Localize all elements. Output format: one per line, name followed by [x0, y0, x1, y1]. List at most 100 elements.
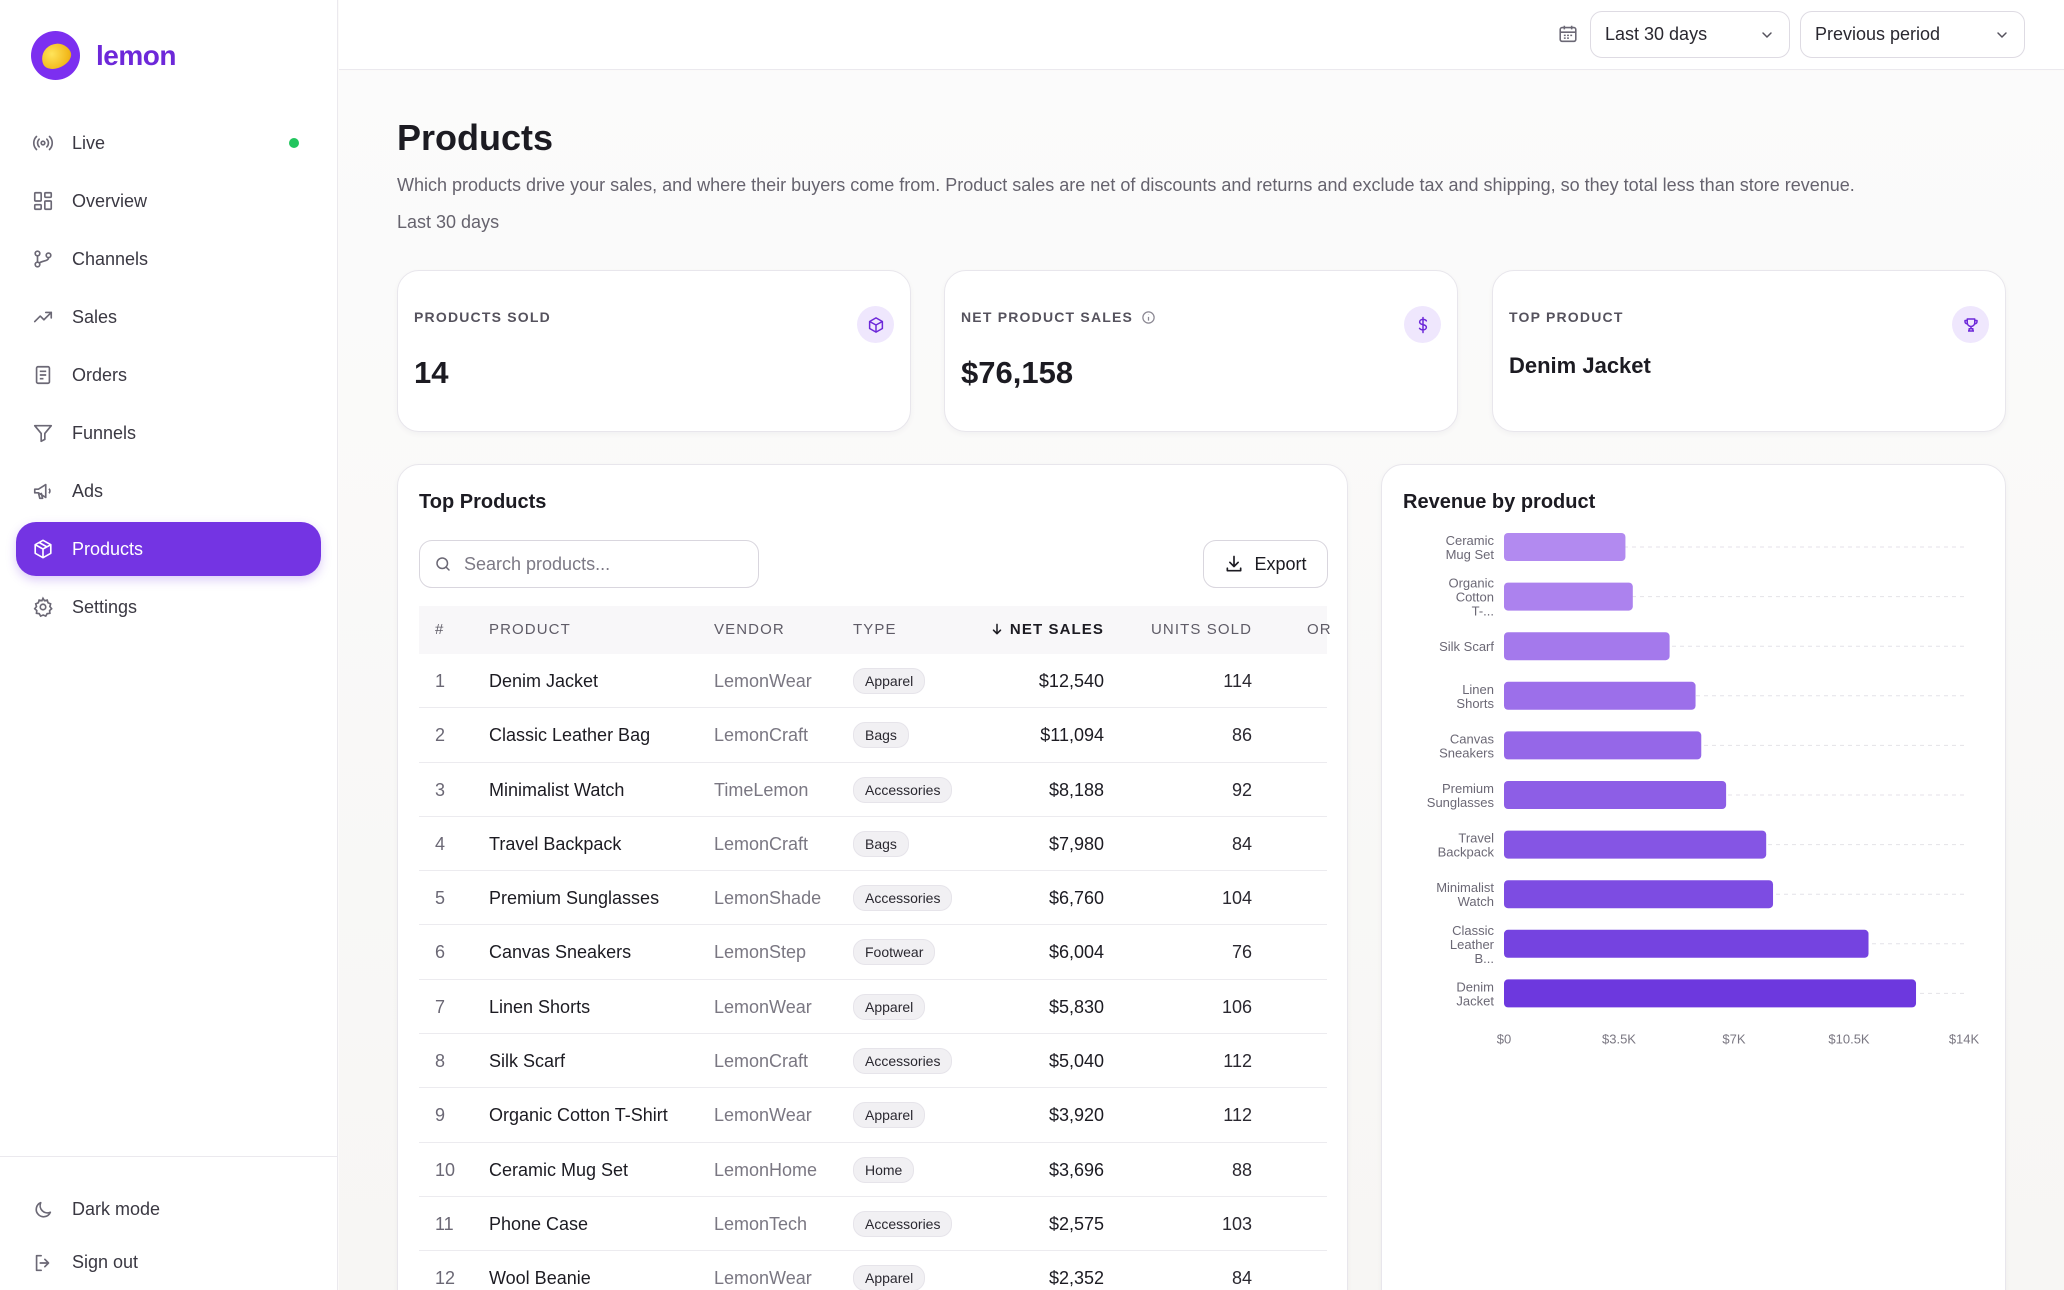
sidebar-item-products[interactable]: Products: [16, 522, 321, 576]
row-vendor: LemonStep: [714, 942, 807, 963]
bar[interactable]: [1504, 533, 1626, 561]
table-row[interactable]: 9 Organic Cotton T-Shirt LemonWear Apparel $…: [419, 1088, 1327, 1143]
column-header-product[interactable]: PRODUCT: [489, 621, 571, 638]
category-label: Silk Scarf: [1439, 639, 1494, 654]
sidebar-item-funnels[interactable]: Funnels: [16, 406, 321, 460]
calendar-icon: [1557, 23, 1579, 45]
sidebar-item-live[interactable]: Live: [16, 116, 321, 170]
table-row[interactable]: 2 Classic Leather Bag LemonCraft Bags $11,09…: [419, 708, 1327, 763]
page-range-label: Last 30 days: [397, 212, 500, 232]
top-bar: Last 30 days Previous period: [339, 0, 2064, 70]
row-net-sales: $3,696: [1048, 1159, 1104, 1180]
dark-mode-toggle[interactable]: Dark mode: [32, 1183, 338, 1236]
sidebar-item-label: Orders: [72, 364, 128, 385]
table-row[interactable]: 6 Canvas Sneakers LemonStep Footwear $6,004 7…: [419, 925, 1327, 980]
sidebar-item-settings[interactable]: Settings: [16, 580, 321, 634]
category-label: Linen Shorts: [1456, 682, 1494, 711]
date-range-select[interactable]: Last 30 days: [1590, 11, 1790, 58]
row-net-sales: $3,920: [1048, 1105, 1104, 1126]
column-header-orders[interactable]: OR: [1307, 621, 1332, 638]
row-product: Wool Beanie: [489, 1268, 591, 1289]
row-product: Denim Jacket: [489, 671, 599, 691]
sidebar-item-label: Overview: [72, 190, 148, 211]
bar[interactable]: [1504, 929, 1869, 958]
dark-mode-label: Dark mode: [72, 1199, 161, 1219]
row-type-badge: Apparel: [853, 993, 926, 1020]
page-title: Products: [397, 117, 554, 158]
column-header-units-sold[interactable]: UNITS SOLD: [1150, 621, 1252, 638]
row-product: Premium Sunglasses: [489, 888, 660, 909]
table-row[interactable]: 5 Premium Sunglasses LemonShade Accessories…: [419, 871, 1327, 926]
row-product: Phone Case: [489, 1213, 589, 1234]
sign-out-label: Sign out: [72, 1252, 139, 1272]
column-header-vendor[interactable]: VENDOR: [714, 621, 785, 638]
bar[interactable]: [1504, 582, 1633, 611]
column-header-type[interactable]: TYPE: [853, 621, 897, 638]
megaphone-icon: [32, 480, 54, 502]
row-units-sold: 114: [1223, 671, 1252, 691]
row-net-sales: $6,760: [1048, 888, 1104, 909]
bar[interactable]: [1504, 979, 1917, 1008]
bar[interactable]: [1504, 681, 1696, 710]
row-type-badge: Apparel: [853, 668, 926, 694]
kpi-label: NET PRODUCT SALES: [961, 309, 1156, 325]
row-type-badge: Accessories: [853, 885, 953, 912]
bar[interactable]: [1504, 632, 1670, 661]
bar[interactable]: [1504, 731, 1702, 760]
sidebar-item-label: Funnels: [72, 422, 137, 443]
table-row[interactable]: 3 Minimalist Watch TimeLemon Accessories $8,…: [419, 763, 1327, 817]
sidebar-item-overview[interactable]: Overview: [16, 174, 321, 228]
sidebar-item-orders[interactable]: Orders: [16, 348, 321, 402]
x-tick-label: $7K: [1722, 1031, 1745, 1046]
sidebar-item-channels[interactable]: Channels: [16, 232, 321, 286]
sort-desc-icon: [990, 622, 1004, 640]
table-row[interactable]: 1 Denim Jacket LemonWear Apparel $12,540 114: [419, 654, 1327, 709]
row-net-sales: $2,352: [1048, 1268, 1104, 1289]
table-row[interactable]: 8 Silk Scarf LemonCraft Accessories $5,040 11…: [419, 1034, 1327, 1089]
row-product: Classic Leather Bag: [489, 725, 651, 746]
column-header-net-sales[interactable]: NET SALES: [990, 621, 1104, 640]
table-row[interactable]: 12 Wool Beanie LemonWear Apparel $2,352 84: [419, 1251, 1327, 1290]
row-product: Organic Cotton T-Shirt: [489, 1105, 668, 1126]
top-products-card: Top Products Export # PRODUCT VENDOR TYP…: [397, 464, 1348, 1290]
sidebar-item-sales[interactable]: Sales: [16, 290, 321, 344]
row-type-badge: Accessories: [853, 1048, 953, 1075]
sidebar-item-ads[interactable]: Ads: [16, 464, 321, 518]
category-label: Classic Leather B...: [1450, 923, 1495, 966]
receipt-icon: [32, 364, 54, 386]
row-net-sales: $2,575: [1048, 1213, 1104, 1234]
page-description: Which products drive your sales, and whe…: [397, 175, 1855, 195]
live-status-dot: [289, 138, 299, 148]
table-row[interactable]: 10 Ceramic Mug Set LemonHome Home $3,696 88: [419, 1143, 1327, 1197]
bar[interactable]: [1504, 830, 1767, 859]
sidebar-item-label: Products: [72, 538, 144, 559]
export-label: Export: [1254, 553, 1307, 574]
comparison-select[interactable]: Previous period: [1800, 11, 2025, 58]
row-vendor: LemonShade: [714, 888, 822, 909]
table-row[interactable]: 11 Phone Case LemonTech Accessories $2,575 10…: [419, 1197, 1327, 1252]
bar[interactable]: [1504, 880, 1774, 909]
chart-title: Revenue by product: [1403, 491, 1596, 513]
table-row[interactable]: 7 Linen Shorts LemonWear Apparel $5,830 106: [419, 980, 1327, 1035]
dollar-icon: [1404, 306, 1441, 343]
column-header-rank[interactable]: #: [435, 621, 445, 638]
brand[interactable]: lemon: [31, 31, 176, 80]
kpi-net-product-sales: NET PRODUCT SALES $76,158: [944, 270, 1458, 432]
info-icon[interactable]: [1141, 310, 1156, 325]
row-units-sold: 112: [1223, 1051, 1252, 1072]
sidebar-item-label: Sales: [72, 306, 118, 327]
search-input[interactable]: [464, 553, 734, 575]
category-label: Minimalist Watch: [1436, 880, 1494, 909]
bar[interactable]: [1504, 781, 1727, 809]
x-tick-label: $14K: [1949, 1031, 1980, 1046]
row-product: Travel Backpack: [489, 833, 622, 854]
sidebar-footer: Dark mode Sign out: [0, 1156, 338, 1290]
row-vendor: LemonWear: [714, 1105, 812, 1126]
export-button[interactable]: Export: [1203, 540, 1328, 588]
row-product: Ceramic Mug Set: [489, 1159, 629, 1180]
sign-out-button[interactable]: Sign out: [32, 1236, 338, 1289]
table-row[interactable]: 4 Travel Backpack LemonCraft Bags $7,980 84: [419, 817, 1327, 872]
kpi-value: $76,158: [961, 355, 1074, 390]
sign-out-icon: [32, 1252, 54, 1274]
row-vendor: LemonCraft: [714, 833, 809, 854]
